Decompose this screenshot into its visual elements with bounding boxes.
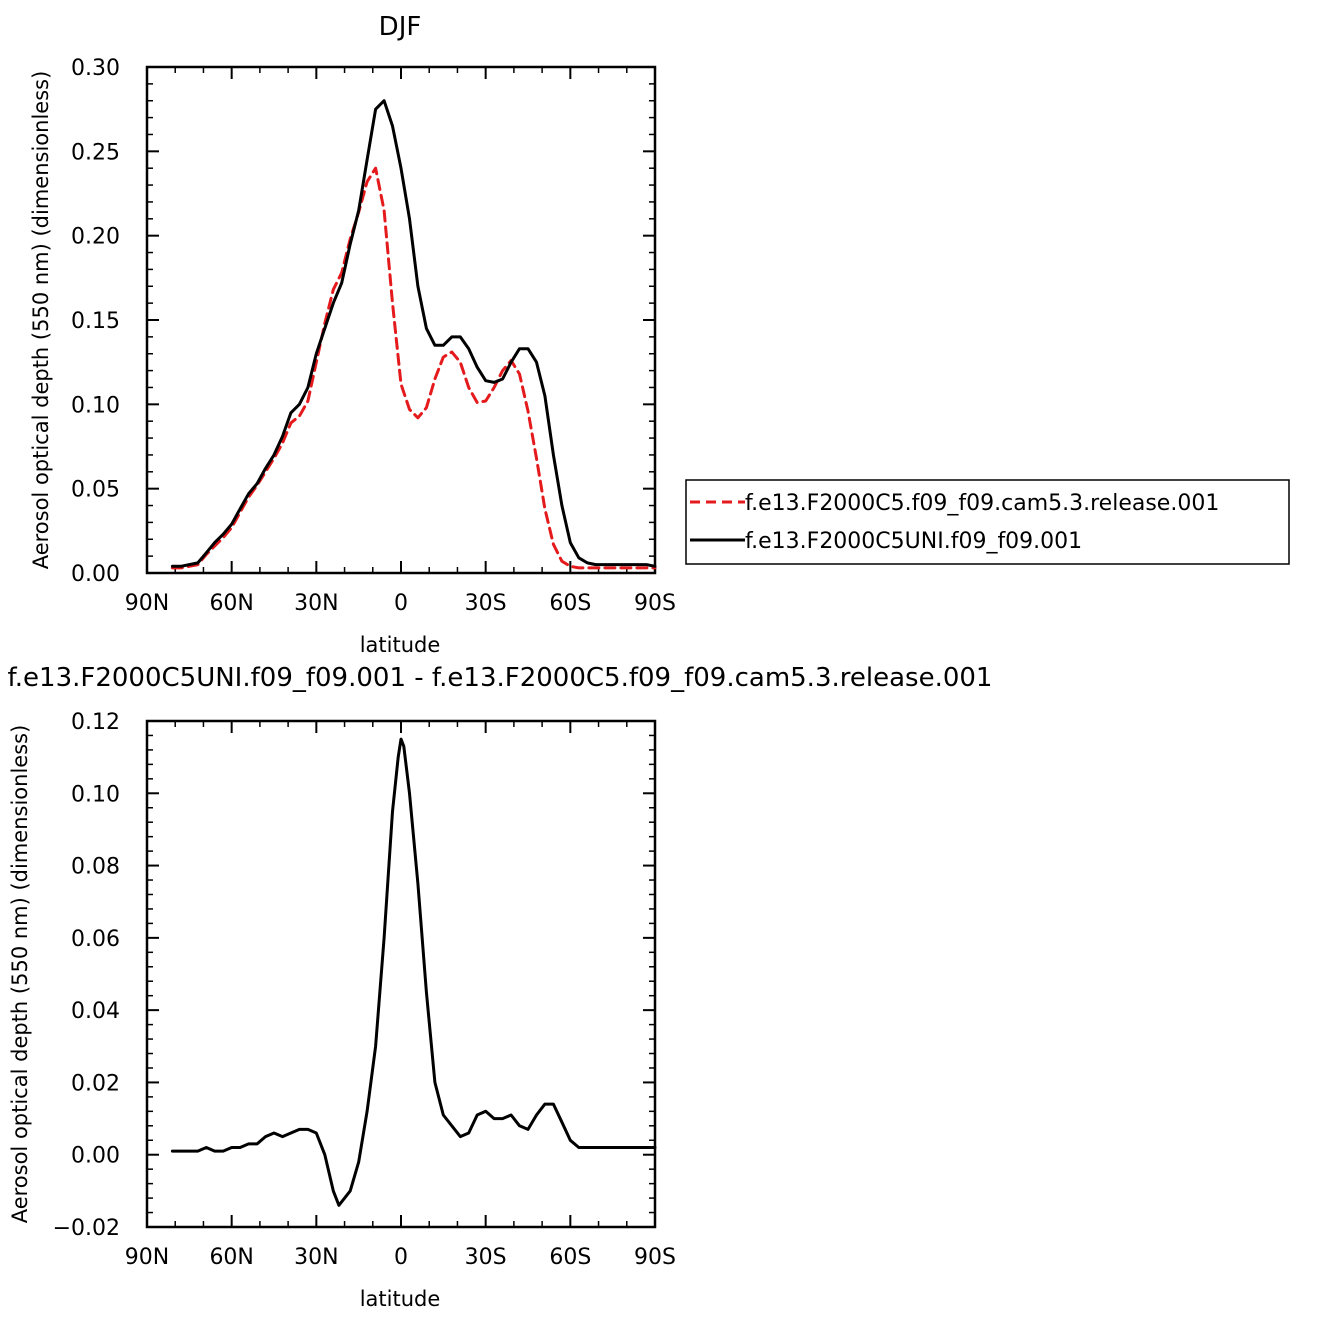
y-tick-label: 0.02: [71, 1071, 120, 1096]
bottom-y-axis-label: Aerosol optical depth (550 nm) (dimensio…: [8, 725, 32, 1224]
y-tick-label: 0.00: [71, 562, 120, 587]
y-tick-label: 0.04: [71, 999, 120, 1024]
x-tick-label: 60N: [209, 591, 253, 616]
bottom-x-axis-label: latitude: [360, 1287, 441, 1311]
top-y-axis-label: Aerosol optical depth (550 nm) (dimensio…: [29, 71, 53, 570]
y-tick-label: 0.25: [71, 140, 120, 165]
bottom-plot-ticks: 90N 60N 30N 0 30S 60S 90S −0.02 0.00 0.02 0.04 0.06…: [53, 710, 676, 1270]
series-line-1: [170, 99, 657, 568]
series-line-0: [170, 737, 657, 1207]
x-tick-label: 0: [394, 1245, 408, 1270]
top-plot-series: [170, 99, 657, 570]
legend-label-uni: f.e13.F2000C5UNI.f09_f09.001: [745, 529, 1082, 554]
x-tick-label: 90S: [634, 591, 676, 616]
x-tick-label: 30S: [465, 591, 507, 616]
top-plot-ticks: 90N 60N 30N 0 30S 60S 90S 0.00 0.05 0.10 0.15 0.20 0…: [71, 56, 676, 616]
y-tick-label: 0.10: [71, 393, 120, 418]
series-line-0: [170, 166, 657, 570]
x-tick-label: 90S: [634, 1245, 676, 1270]
legend-box: [685, 479, 1290, 565]
y-tick-label: 0.12: [71, 710, 120, 735]
top-panel-title: DJF: [379, 12, 422, 42]
x-tick-label: 60S: [549, 1245, 591, 1270]
x-tick-label: 30N: [294, 591, 338, 616]
y-tick-label: 0.00: [71, 1144, 120, 1169]
y-tick-label: 0.20: [71, 225, 120, 250]
y-tick-label: 0.08: [71, 855, 120, 880]
x-tick-label: 60N: [209, 1245, 253, 1270]
legend: f.e13.F2000C5.f09_f09.cam5.3.release.001…: [685, 479, 1290, 565]
bottom-panel-title: f.e13.F2000C5UNI.f09_f09.001 - f.e13.F20…: [8, 663, 993, 693]
x-tick-label: 90N: [125, 1245, 169, 1270]
top-x-axis-label: latitude: [360, 633, 441, 657]
x-tick-label: 90N: [125, 591, 169, 616]
y-tick-label: 0.06: [71, 927, 120, 952]
x-tick-label: 30N: [294, 1245, 338, 1270]
y-tick-label: 0.05: [71, 478, 120, 503]
legend-label-control: f.e13.F2000C5.f09_f09.cam5.3.release.001: [745, 491, 1219, 516]
y-tick-label: 0.15: [71, 309, 120, 334]
x-tick-label: 0: [394, 591, 408, 616]
top-plot-frame: [145, 65, 657, 575]
y-tick-label: 0.30: [71, 56, 120, 81]
bottom-plot-series: [170, 737, 657, 1207]
top-panel: DJF 90N 60N 30N 0 30S 60S 90S 0.00 0.05 0.10 0.15 0…: [29, 12, 1290, 657]
x-tick-label: 30S: [465, 1245, 507, 1270]
y-tick-label: −0.02: [53, 1216, 120, 1241]
bottom-panel: f.e13.F2000C5UNI.f09_f09.001 - f.e13.F20…: [8, 663, 993, 1311]
x-tick-label: 60S: [549, 591, 591, 616]
y-tick-label: 0.10: [71, 782, 120, 807]
